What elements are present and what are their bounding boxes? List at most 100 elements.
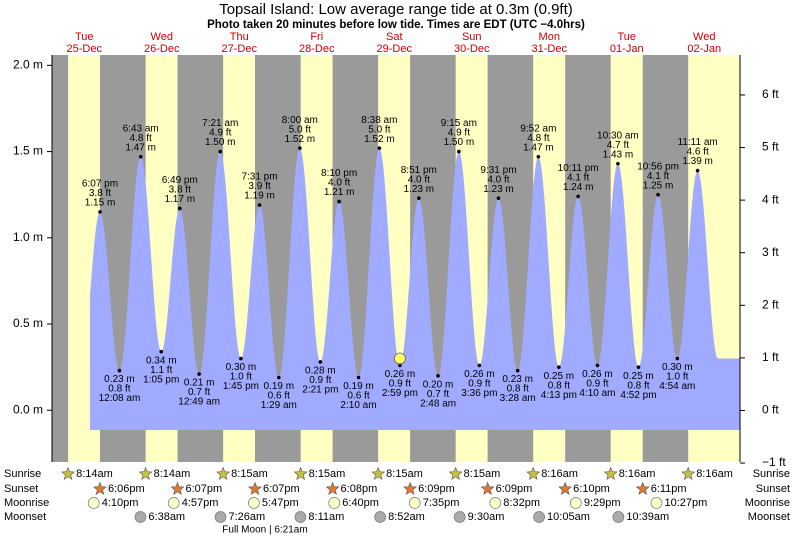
sunrise-time: 8:16am (541, 468, 578, 480)
tide-label: 0.9 ft (389, 379, 411, 390)
weekday-label: Sat (386, 31, 403, 43)
tide-area (90, 148, 740, 430)
tide-label: 4.9 ft (448, 128, 470, 139)
tide-label: 2:21 pm (302, 385, 338, 396)
tide-label: 0.9 ft (586, 379, 608, 390)
tide-label: 7:31 pm (241, 172, 277, 183)
moon-icon (489, 497, 502, 509)
tide-label: 3.9 ft (248, 181, 270, 192)
weekday-label: Thu (230, 31, 249, 43)
tide-extreme (356, 375, 361, 380)
sun-icon (448, 466, 463, 480)
sun-icon (248, 481, 262, 495)
tide-label: 9:31 pm (480, 165, 516, 176)
row-label: Moonrise (4, 497, 49, 509)
row-label: Sunrise (753, 468, 790, 480)
tide-label: 5.0 ft (368, 124, 390, 135)
sunrise-time: 8:14am (76, 468, 113, 480)
tide-label: 1.52 m (364, 134, 395, 145)
sun-icon (681, 466, 696, 480)
tide-label: 0.30 m (226, 362, 257, 373)
date-label: 26-Dec (144, 43, 180, 55)
weekday-label: Tue (617, 31, 636, 43)
tide-label: 4.0 ft (328, 178, 350, 189)
sun-icon (61, 466, 76, 480)
tide-label: 1.19 m (244, 191, 275, 202)
tide-label: 4.0 ft (487, 174, 509, 185)
tide-label: 4.7 ft (607, 140, 629, 151)
moonrise-time: 7:35pm (423, 497, 460, 509)
sunrise-time: 8:15am (464, 468, 501, 480)
sun-icon (526, 466, 541, 480)
sunset-time: 6:10pm (573, 483, 610, 495)
y2-tick-label: −1 ft (762, 455, 786, 469)
moonset-time: 7:26am (229, 511, 266, 523)
tide-label: 7:21 am (202, 118, 238, 129)
moonrise-time: 4:57pm (182, 497, 219, 509)
tide-extreme (257, 203, 262, 207)
tide-label: 10:30 am (597, 130, 639, 141)
tide-label: 3:28 am (500, 393, 536, 404)
tide-label: 0.8 ft (507, 384, 529, 395)
date-label: 27-Dec (222, 43, 258, 55)
moonrise-time: 6:40pm (342, 497, 379, 509)
tide-label: 1.52 m (285, 134, 316, 145)
weekday-label: Fri (310, 31, 323, 43)
tide-label: 0.26 m (464, 369, 495, 380)
sunset-time: 6:07pm (186, 483, 223, 495)
tide-label: 0.6 ft (268, 391, 290, 402)
tide-extreme (239, 356, 243, 361)
moonrise-time: 8:32pm (503, 497, 540, 509)
tide-label: 1.43 m (603, 149, 634, 160)
date-label: 25-Dec (67, 43, 103, 55)
full-moon-note: Full Moon | 6:21am (222, 525, 307, 536)
tide-label: 0.8 ft (627, 380, 649, 391)
tide-label: 1.50 m (205, 137, 236, 148)
tide-label: 2:48 am (420, 398, 456, 409)
tide-label: 4.1 ft (567, 173, 589, 184)
tide-label: 0.30 m (662, 362, 693, 373)
tide-extreme (417, 196, 421, 200)
moon-icon (612, 511, 625, 523)
weekday-label: Mon (539, 31, 560, 43)
tide-extreme (337, 199, 341, 204)
tide-label: 1:29 am (261, 400, 297, 411)
date-label: 31-Dec (532, 43, 568, 55)
date-label: 01-Jan (610, 43, 644, 55)
weekday-label: Wed (693, 31, 715, 43)
tide-label: 4.8 ft (527, 133, 549, 144)
moonrise-time: 9:29pm (584, 497, 621, 509)
tide-label: 6:49 pm (162, 175, 198, 186)
y2-tick-label: 0 ft (762, 403, 779, 417)
y-tick-label: 1.5 m (13, 144, 43, 158)
tide-extreme (298, 146, 302, 150)
moon-icon (294, 511, 307, 523)
sunset-time: 6:07pm (263, 483, 300, 495)
tide-label: 0.7 ft (188, 387, 210, 398)
tide-label: 1.0 ft (666, 372, 688, 383)
tide-extreme (515, 368, 520, 373)
sun-icon (480, 481, 495, 495)
y2-tick-label: 1 ft (762, 350, 779, 364)
tide-label: 0.19 m (264, 381, 295, 392)
y-tick-label: 0.5 m (13, 316, 43, 330)
tide-label: 0.23 m (502, 374, 533, 385)
tide-label: 0.25 m (544, 371, 575, 382)
sun-icon (603, 466, 618, 480)
tide-label: 12:08 am (99, 393, 141, 404)
y2-tick-label: 5 ft (762, 140, 779, 154)
tide-label: 1:45 pm (223, 381, 259, 392)
tide-extreme (496, 196, 501, 200)
tide-label: 3.8 ft (169, 185, 191, 196)
tide-extreme (595, 363, 600, 368)
tide-extreme (377, 146, 382, 150)
tide-label: 4:52 pm (620, 390, 656, 401)
tide-extreme (276, 375, 281, 380)
tide-label: 4.8 ft (130, 133, 152, 144)
sunrise-time: 8:15am (309, 468, 346, 480)
tide-extreme (675, 356, 680, 361)
tide-label: 0.23 m (104, 374, 135, 385)
moonset-time: 8:52am (388, 511, 425, 523)
